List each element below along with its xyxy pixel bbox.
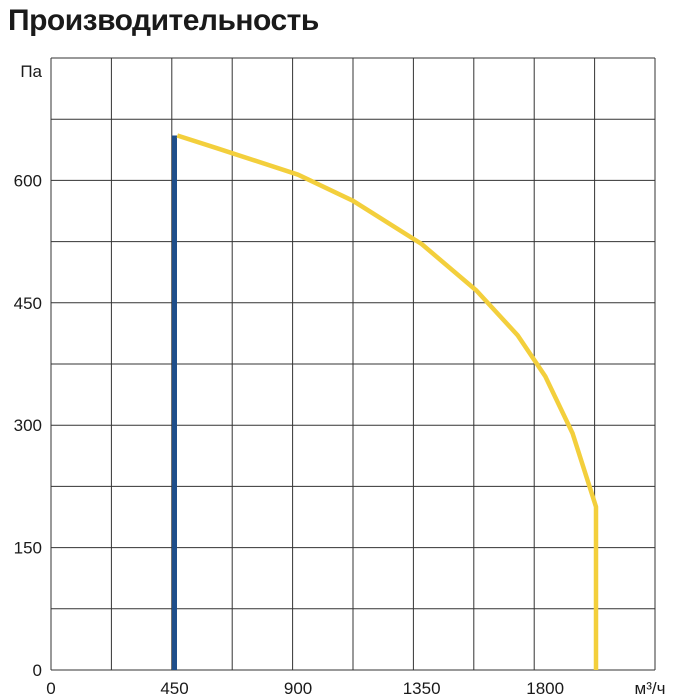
- y-tick-label: 0: [33, 661, 42, 680]
- x-tick-label: 1350: [403, 679, 441, 698]
- y-axis-label: Па: [20, 62, 42, 81]
- y-tick-label: 450: [14, 294, 42, 313]
- series-line-2: [176, 133, 599, 670]
- chart-title: Производительность: [8, 4, 319, 37]
- x-tick-label: 450: [160, 679, 188, 698]
- x-tick-label: 0: [46, 679, 55, 698]
- x-tick-label: 900: [284, 679, 312, 698]
- y-tick-label: 150: [14, 539, 42, 558]
- x-axis-label: м³/ч: [635, 679, 666, 698]
- grid: [50, 57, 656, 671]
- y-tick-label: 600: [14, 171, 42, 190]
- x-tick-label: 1800: [526, 679, 564, 698]
- y-tick-label: 300: [14, 416, 42, 435]
- series-layer: [172, 133, 599, 670]
- tick-labels: 0 150 300 450 600 0 450 900 1350 1800: [14, 171, 564, 698]
